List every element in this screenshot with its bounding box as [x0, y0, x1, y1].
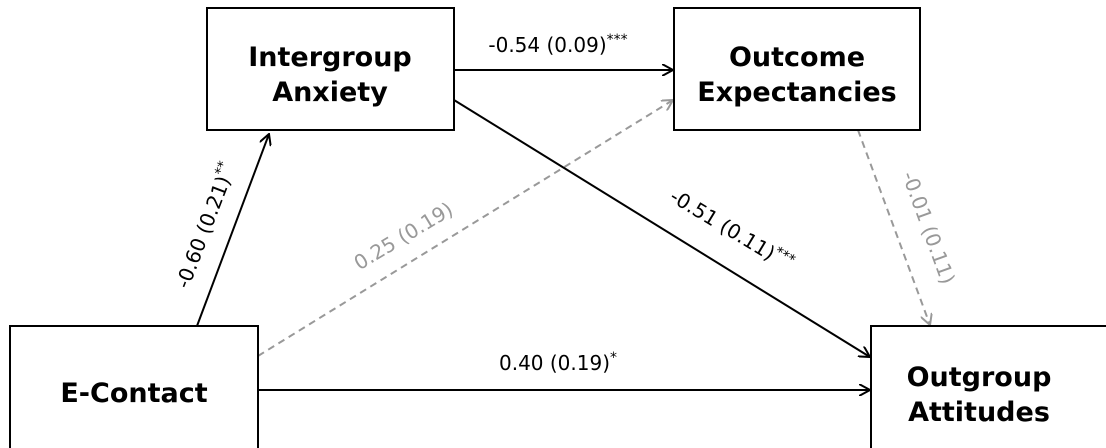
edge-label: 0.25 (0.19)	[350, 197, 458, 275]
node-label: Anxiety	[272, 77, 388, 108]
edges	[196, 70, 930, 390]
node-label: Outgroup	[907, 362, 1052, 393]
coef: -0.60 (0.21)	[171, 173, 236, 292]
coef: 0.40 (0.19)	[499, 351, 610, 375]
node-box	[206, 7, 455, 131]
node: E-Contact	[9, 325, 259, 448]
sig: *	[610, 350, 617, 366]
node: Outcome Expectancies	[673, 7, 921, 131]
arrow	[857, 129, 930, 325]
coef: -0.54 (0.09)	[488, 33, 606, 57]
sig: ***	[607, 32, 628, 48]
sig: **	[212, 159, 232, 178]
node-box	[673, 7, 921, 131]
arrow	[453, 99, 870, 357]
node-box	[870, 325, 1106, 448]
edge-label: -0.54 (0.09)***	[488, 32, 627, 57]
arrow	[257, 100, 673, 357]
node: Intergroup Anxiety	[206, 7, 455, 131]
node-label: Outcome	[729, 42, 865, 73]
node-label: Expectancies	[697, 77, 897, 108]
arrow	[196, 134, 269, 327]
node: Outgroup Attitudes	[870, 325, 1106, 448]
node-label: Attitudes	[908, 397, 1050, 428]
edge-label: 0.40 (0.19)*	[499, 350, 617, 375]
coef: -0.51 (0.11)	[666, 184, 780, 265]
node-box	[9, 325, 259, 448]
edge-label: -0.51 (0.11)***	[666, 183, 798, 276]
edge-label: -0.60 (0.21)**	[170, 159, 241, 291]
node-label: E-Contact	[60, 378, 207, 409]
edge-label: -0.01 (0.11)	[897, 168, 960, 287]
node-label: Intergroup	[248, 42, 412, 73]
